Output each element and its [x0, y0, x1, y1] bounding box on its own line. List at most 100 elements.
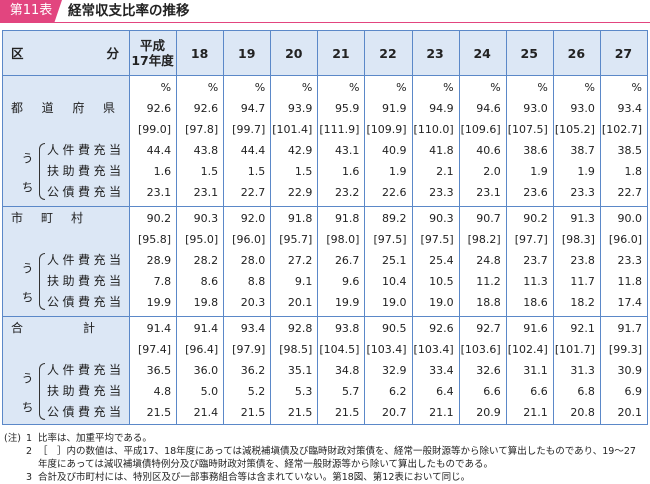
adjusted-value: [95.8]: [138, 233, 172, 246]
adjusted-value: [97.4]: [138, 343, 172, 356]
sub-value: 4.8: [153, 385, 172, 398]
ratio-value: 94.6: [476, 102, 501, 115]
adjusted-value: [103.6]: [460, 343, 501, 356]
sub-value: 10.5: [429, 275, 454, 288]
sub-value: 23.6: [523, 186, 548, 199]
adjusted-value: [96.0]: [608, 233, 642, 246]
table-number: 第11表: [0, 0, 62, 22]
column-rule: [552, 31, 554, 424]
sub-value: 1.9: [577, 165, 595, 178]
column-header: 27: [614, 45, 633, 61]
notes: (注) 1 比率は、加重平均である。 2 ［ ］内の数値は、平成17、18年度にあっては…: [4, 432, 644, 484]
sub-value: 11.8: [617, 275, 642, 288]
note-prefix: [4, 445, 26, 471]
adjusted-value: [97.5]: [373, 233, 407, 246]
sub-value: 28.9: [146, 254, 172, 267]
note-marker: 2: [26, 446, 33, 457]
unit: %: [490, 81, 501, 94]
column-header: 22: [379, 45, 397, 61]
sub-value: 17.4: [617, 296, 642, 309]
adjusted-value: [98.5]: [279, 343, 313, 356]
ratio-value: 94.7: [240, 102, 266, 115]
sub-value: 36.5: [146, 364, 172, 377]
ratio-value: 92.0: [240, 212, 266, 225]
column-rule: [505, 31, 507, 424]
adjusted-value: [97.7]: [514, 233, 548, 246]
brace: [39, 253, 45, 310]
sub-value: 24.8: [476, 254, 501, 267]
ratio-value: 91.8: [287, 212, 313, 225]
sub-value: 10.4: [382, 275, 407, 288]
group-label: 合計: [11, 321, 95, 335]
unit: %: [160, 81, 172, 94]
table: 区分 平成 17年度 18 19 20 21 22 23 24 25 26 27%%%%%%%%%%%…: [2, 30, 648, 425]
section-rule: [3, 316, 647, 317]
sub-value: 31.1: [523, 364, 548, 377]
column-header: 18: [190, 45, 209, 61]
sub-value: 38.5: [617, 144, 642, 157]
unit: %: [396, 81, 407, 94]
ratio-value: 92.1: [570, 322, 595, 335]
brace: [39, 363, 45, 420]
sub-value: 19.0: [429, 296, 454, 309]
sub-label: 公債費充当: [47, 295, 121, 309]
adjusted-value: [102.4]: [507, 343, 548, 356]
group-label: 都道府県: [11, 101, 115, 115]
sub-value: 5.2: [247, 385, 266, 398]
label-column-background: [3, 75, 129, 424]
sub-value: 41.8: [429, 144, 454, 157]
adjusted-value: [101.4]: [272, 123, 313, 136]
sub-value: 20.7: [382, 406, 407, 419]
sub-value: 5.0: [200, 385, 219, 398]
sub-value: 25.4: [429, 254, 454, 267]
note-text: ［ ］内の数値は、平成17、18年度にあっては減税補塡債及び臨時財政対策債を、経…: [38, 446, 636, 470]
adjusted-value: [109.9]: [366, 123, 407, 136]
adjusted-value: [99.3]: [608, 343, 642, 356]
ratio-value: 90.7: [476, 212, 501, 225]
sub-value: 1.9: [389, 165, 407, 178]
adjusted-value: [104.5]: [319, 343, 360, 356]
sub-value: 38.7: [570, 144, 595, 157]
ratio-value: 93.4: [617, 102, 642, 115]
adjusted-value: [95.7]: [279, 233, 313, 246]
sub-value: 18.6: [523, 296, 548, 309]
column-header: 25: [520, 45, 538, 61]
ratio-value: 90.0: [617, 212, 642, 225]
adjusted-value: [97.8]: [185, 123, 219, 136]
adjusted-value: [98.0]: [326, 233, 360, 246]
sub-value: 20.8: [570, 406, 595, 419]
sub-value: 23.1: [193, 186, 219, 199]
sub-value: 26.7: [334, 254, 360, 267]
ratio-value: 91.9: [382, 102, 407, 115]
unit: %: [443, 81, 454, 94]
sub-value: 32.6: [476, 364, 501, 377]
sub-value: 9.1: [294, 275, 313, 288]
sub-value: 1.5: [247, 165, 266, 178]
unit: %: [301, 81, 313, 94]
sub-value: 44.4: [240, 144, 266, 157]
adjusted-value: [102.7]: [601, 123, 642, 136]
title-rule: [0, 22, 650, 23]
column-header: 20: [285, 45, 303, 61]
adjusted-value: [96.0]: [232, 233, 266, 246]
note-text: 合計及び市町村には、特別区及び一部事務組合等は含まれていない。第18図、第12表…: [38, 472, 471, 483]
adjusted-value: [98.3]: [561, 233, 595, 246]
sub-value: 23.2: [334, 186, 360, 199]
sub-value: 1.6: [341, 165, 360, 178]
note: (注) 1 比率は、加重平均である。: [4, 432, 644, 445]
sub-label: 公債費充当: [47, 405, 121, 419]
sub-value: 6.8: [577, 385, 595, 398]
ratio-value: 92.8: [287, 322, 313, 335]
sub-value: 23.7: [523, 254, 548, 267]
ratio-value: 92.6: [193, 102, 219, 115]
sub-heading: うち: [20, 152, 34, 193]
sub-value: 19.8: [193, 296, 219, 309]
column-rule: [176, 31, 178, 424]
sub-label: 扶助費充当: [47, 164, 121, 178]
ratio-value: 90.3: [193, 212, 219, 225]
sub-value: 42.9: [287, 144, 313, 157]
sub-value: 6.9: [624, 385, 642, 398]
ratio-value: 93.4: [240, 322, 266, 335]
sub-value: 21.1: [429, 406, 454, 419]
sub-value: 6.6: [483, 385, 501, 398]
